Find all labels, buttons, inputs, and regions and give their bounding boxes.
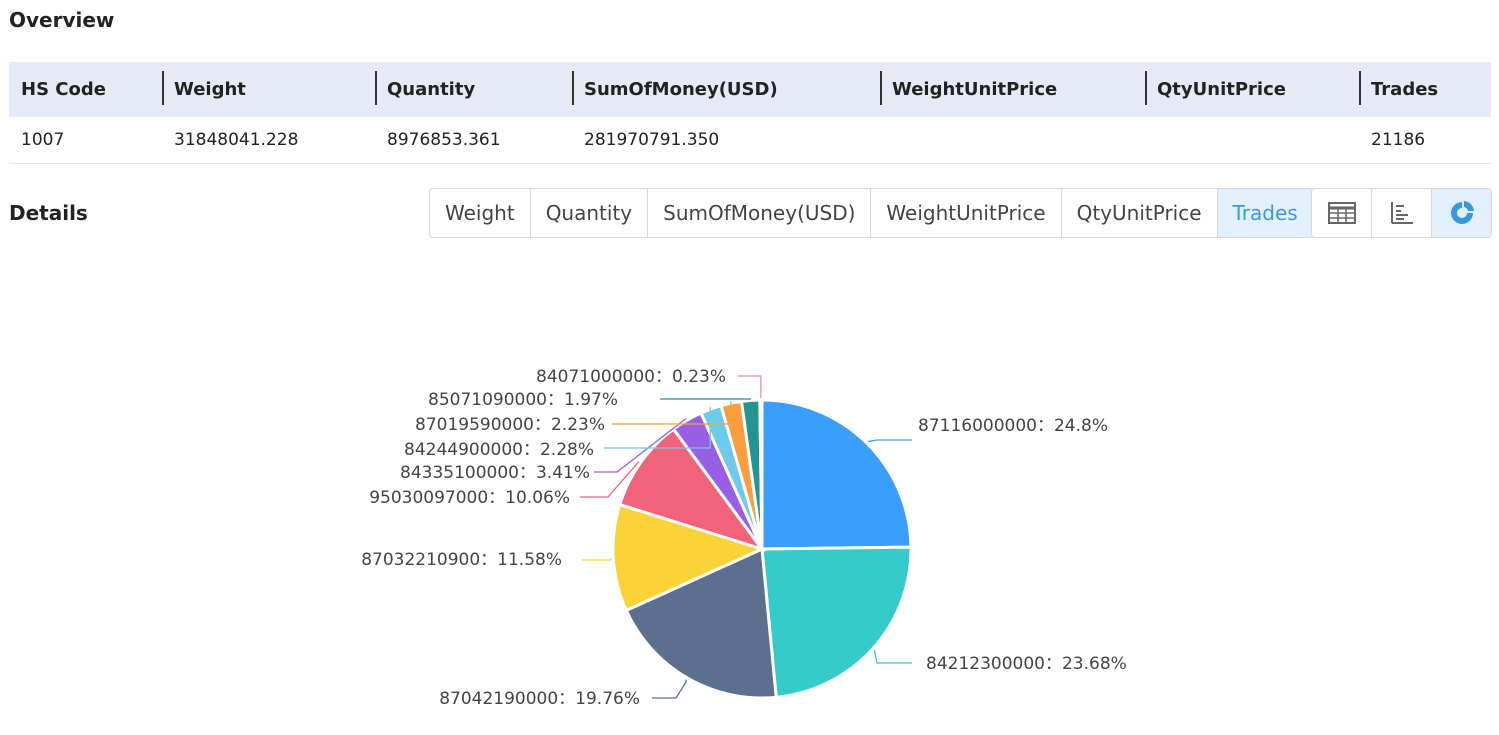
tab-weight[interactable]: Weight bbox=[445, 201, 515, 225]
col-header-qty-unit-price: QtyUnitPrice bbox=[1145, 62, 1359, 117]
pie-label-87116000000: 87116000000：24.8% bbox=[918, 416, 1108, 436]
overview-table: HS Code Weight Quantity SumOfMoney(USD) … bbox=[9, 62, 1491, 164]
bar-chart-view-button[interactable] bbox=[1371, 189, 1431, 237]
overview-header-row: HS Code Weight Quantity SumOfMoney(USD) … bbox=[9, 62, 1491, 117]
view-switcher bbox=[1311, 188, 1492, 238]
pie-leader-line bbox=[580, 460, 640, 498]
metric-tabs: Weight Quantity SumOfMoney(USD) WeightUn… bbox=[429, 188, 1314, 238]
col-header-weight: Weight bbox=[162, 62, 375, 117]
bar-chart-icon bbox=[1390, 202, 1413, 224]
cell-weight-unit-price bbox=[880, 117, 1145, 164]
pie-label-87042190000: 87042190000：19.76% bbox=[439, 689, 640, 709]
cell-quantity: 8976853.361 bbox=[375, 117, 572, 164]
pie-leader-line bbox=[738, 375, 762, 399]
cell-weight: 31848041.228 bbox=[162, 117, 375, 164]
pie-leader-line bbox=[594, 418, 687, 473]
col-header-weight-unit-price: WeightUnitPrice bbox=[880, 62, 1145, 117]
pie-leader-line bbox=[582, 557, 612, 561]
pie-slice-87032210900[interactable] bbox=[611, 502, 767, 613]
tab-weight-unit-price[interactable]: WeightUnitPrice bbox=[870, 189, 1060, 237]
details-title: Details bbox=[9, 201, 88, 225]
pie-slice-87042190000[interactable] bbox=[624, 546, 778, 700]
col-header-quantity: Quantity bbox=[375, 62, 572, 117]
table-icon bbox=[1327, 202, 1356, 224]
cell-qty-unit-price bbox=[1145, 117, 1359, 164]
tab-sum-of-money[interactable]: SumOfMoney(USD) bbox=[647, 189, 870, 237]
table-row: 1007 31848041.228 8976853.361 281970791.… bbox=[9, 117, 1491, 164]
pie-label-84071000000: 84071000000：0.23% bbox=[536, 367, 726, 387]
pie-leader-line bbox=[867, 439, 912, 443]
pie-leader-line bbox=[652, 679, 687, 699]
pie-slice-84071000000[interactable] bbox=[758, 398, 764, 550]
pie-leader-line bbox=[604, 407, 711, 449]
pie-label-95030097000: 95030097000：10.06% bbox=[369, 488, 570, 508]
pie-slice-95030097000[interactable] bbox=[617, 427, 766, 552]
pie-slice-84212300000[interactable] bbox=[760, 545, 913, 699]
pie-label-87019590000: 87019590000：2.23% bbox=[415, 415, 605, 435]
tab-qty-unit-price[interactable]: QtyUnitPrice bbox=[1060, 189, 1217, 237]
tab-trades[interactable]: Trades bbox=[1216, 189, 1313, 237]
cell-sum-of-money: 281970791.350 bbox=[572, 117, 880, 164]
pie-label-84244900000: 84244900000：2.28% bbox=[404, 440, 594, 460]
col-header-trades: Trades bbox=[1359, 62, 1491, 117]
col-header-sum-of-money: SumOfMoney(USD) bbox=[572, 62, 880, 117]
col-header-hs-code: HS Code bbox=[9, 62, 162, 117]
pie-label-84335100000: 84335100000：3.41% bbox=[400, 463, 590, 483]
pie-label-87032210900: 87032210900：11.58% bbox=[361, 550, 562, 570]
pie-chart-view-button[interactable] bbox=[1431, 189, 1491, 237]
table-view-button[interactable] bbox=[1312, 189, 1371, 237]
pie-leader-line bbox=[660, 398, 752, 400]
overview-title: Overview bbox=[9, 8, 115, 32]
pie-label-84212300000: 84212300000：23.68% bbox=[926, 654, 1127, 674]
cell-hs-code: 1007 bbox=[9, 117, 162, 164]
pie-chart-icon bbox=[1450, 201, 1474, 224]
pie-leader-line bbox=[873, 649, 912, 664]
pie-slice-87116000000[interactable] bbox=[760, 398, 913, 551]
pie-label-85071090000: 85071090000：1.97% bbox=[428, 390, 618, 410]
cell-trades: 21186 bbox=[1359, 117, 1491, 164]
tab-quantity[interactable]: Quantity bbox=[529, 189, 647, 237]
pie-leader-line bbox=[612, 401, 732, 425]
